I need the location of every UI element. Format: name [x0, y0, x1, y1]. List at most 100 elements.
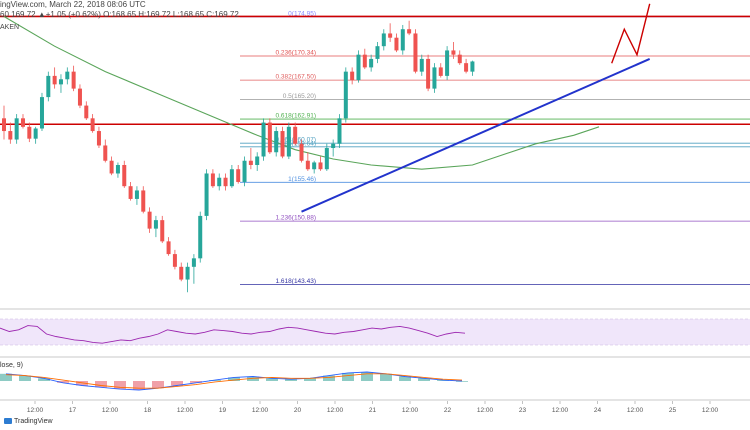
fib-level-label: 1.236(150.88): [276, 215, 316, 222]
candle: [400, 24, 405, 55]
macd-histogram-bar: [95, 381, 107, 388]
time-tick-label: 24: [594, 407, 602, 414]
fib-level-label: 0.618(162.91): [276, 113, 316, 120]
candle: [179, 262, 184, 282]
candle: [147, 207, 152, 233]
candle-body: [172, 254, 177, 267]
candle-body: [305, 160, 310, 170]
time-tick-label: 17: [69, 407, 77, 414]
candle: [388, 23, 393, 42]
time-tick-label: 12:00: [477, 407, 494, 414]
candle-body: [400, 29, 405, 51]
candle-body: [8, 131, 13, 140]
candle-body: [286, 126, 291, 157]
candle: [438, 63, 443, 78]
candle-body: [426, 58, 431, 89]
macd-label: lose, 9): [0, 362, 23, 369]
candle-body: [27, 126, 32, 139]
candle-body: [419, 58, 424, 72]
candle: [236, 164, 241, 184]
time-tick-label: 12:00: [327, 407, 344, 414]
candle: [27, 122, 32, 143]
candle-body: [356, 54, 361, 81]
candle-body: [141, 190, 146, 212]
candle: [109, 156, 114, 176]
candle-body: [122, 164, 127, 187]
candle: [160, 215, 165, 244]
candle: [350, 67, 355, 85]
candle-body: [337, 118, 342, 144]
macd-histogram-bar: [361, 372, 373, 381]
projection-path: [611, 3, 651, 64]
candle: [324, 143, 329, 171]
candle-body: [375, 46, 380, 59]
candle: [39, 92, 44, 132]
macd-histogram-bar: [171, 381, 183, 386]
candle-body: [210, 173, 215, 187]
fib-level-label: 0.5(165.20): [283, 93, 316, 100]
candle-body: [267, 122, 272, 153]
candle-body: [413, 33, 418, 72]
candle: [134, 186, 139, 205]
candle: [312, 160, 317, 174]
candle: [451, 41, 456, 59]
candle-body: [255, 156, 260, 165]
header-ohlc: 60 169.72 ▲+1.05 (+0.62%) O:168.65 H:169…: [0, 10, 239, 19]
macd-histogram-bar: [456, 381, 468, 382]
candle: [464, 58, 469, 74]
candle: [426, 54, 431, 92]
time-tick-label: 25: [669, 407, 677, 414]
candle: [122, 160, 127, 188]
time-tick-label: 20: [294, 407, 302, 414]
macd-histogram-bar: [323, 375, 335, 381]
candle-body: [2, 118, 6, 132]
time-tick-label: 12:00: [252, 407, 269, 414]
tradingview-logo-text: TradingView: [14, 418, 53, 425]
candle-body: [331, 143, 336, 149]
candle: [141, 186, 146, 214]
candle-body: [470, 61, 475, 72]
candle-body: [58, 79, 63, 85]
candle: [223, 173, 228, 191]
candle-body: [369, 58, 374, 68]
candle-body: [229, 169, 234, 187]
macd-histogram-bar: [152, 381, 164, 389]
trend-line: [301, 57, 651, 213]
header-ohlc-line: 60 169.72 ▲+1.05 (+0.62%) O:168.65 H:169…: [0, 10, 239, 19]
macd-signal-line: [5, 373, 463, 389]
candle-body: [324, 148, 329, 170]
candle: [198, 211, 203, 263]
candle: [337, 114, 342, 149]
candle-body: [96, 131, 101, 146]
candle: [255, 152, 260, 171]
candle: [318, 156, 323, 171]
time-tick-label: 23: [519, 407, 527, 414]
candle: [457, 50, 462, 65]
candle-body: [312, 162, 317, 170]
candle: [381, 29, 386, 51]
candle: [362, 48, 367, 70]
candle: [172, 249, 177, 270]
candle-body: [464, 63, 469, 72]
exchange-label: AKEN: [0, 24, 20, 31]
candle-body: [14, 118, 19, 140]
candle: [65, 67, 70, 85]
candle-body: [236, 169, 241, 182]
candle-body: [274, 131, 279, 153]
candle: [248, 148, 253, 170]
macd-histogram-bar: [304, 378, 316, 381]
candle: [204, 169, 209, 221]
candle-body: [388, 33, 393, 38]
candle: [299, 139, 304, 163]
candle-body: [166, 241, 171, 255]
candle: [217, 173, 222, 191]
candle: [286, 122, 291, 160]
candle: [331, 139, 336, 157]
tradingview-logo[interactable]: TradingView: [4, 418, 53, 425]
macd-histogram-bar: [418, 378, 430, 381]
time-tick-label: 12:00: [627, 407, 644, 414]
time-tick-label: 12:00: [102, 407, 119, 414]
candle-body: [318, 162, 323, 170]
time-tick-label: 21: [369, 407, 377, 414]
